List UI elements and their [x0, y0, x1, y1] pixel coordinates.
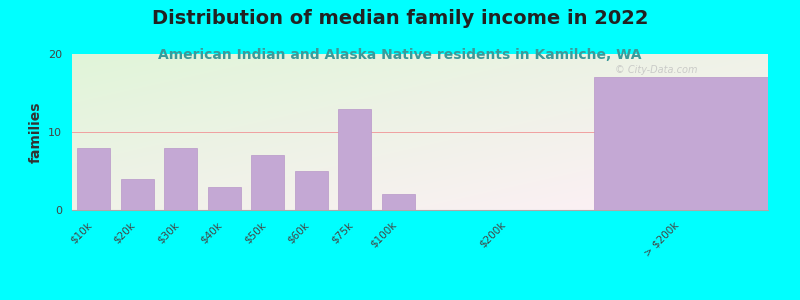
- Bar: [295, 171, 327, 210]
- Text: American Indian and Alaska Native residents in Kamilche, WA: American Indian and Alaska Native reside…: [158, 48, 642, 62]
- Text: © City-Data.com: © City-Data.com: [615, 65, 698, 75]
- Y-axis label: families: families: [29, 101, 42, 163]
- Bar: [208, 187, 241, 210]
- Bar: [594, 77, 768, 210]
- Bar: [121, 179, 154, 210]
- Bar: [251, 155, 284, 210]
- Bar: [382, 194, 414, 210]
- Bar: [338, 109, 371, 210]
- Text: Distribution of median family income in 2022: Distribution of median family income in …: [152, 9, 648, 28]
- Bar: [165, 148, 197, 210]
- Bar: [78, 148, 110, 210]
